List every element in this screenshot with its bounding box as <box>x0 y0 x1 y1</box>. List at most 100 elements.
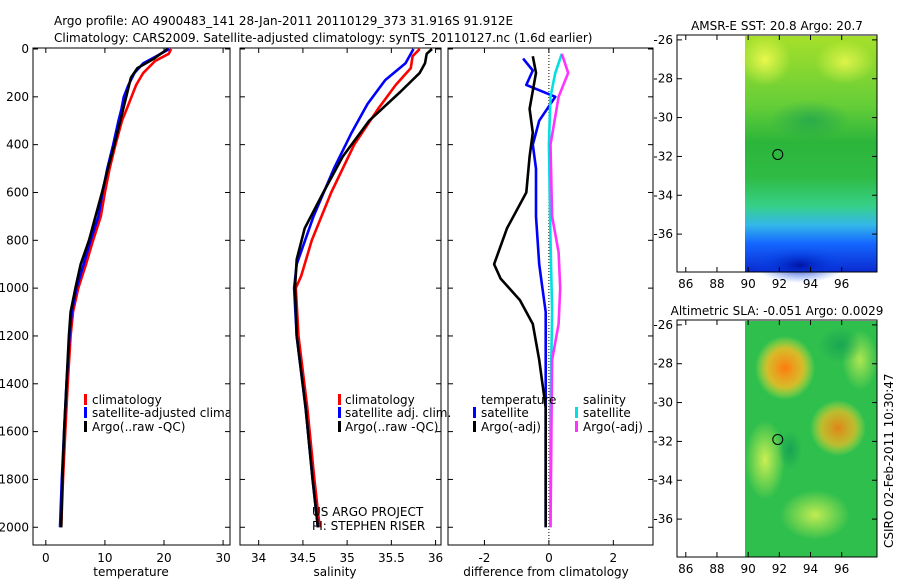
sla-map-title: Altimetric SLA: -0.051 Argo: 0.0029 <box>671 304 884 318</box>
salinity-axes-frame <box>239 47 442 546</box>
x-tick-label: 0 <box>42 551 50 565</box>
legend-clip: satellite-adjusted climatology <box>92 406 270 420</box>
sst-warm-patch <box>815 40 875 84</box>
map-x-tick-label: 96 <box>834 277 849 291</box>
legend-swatch-temp-argo <box>473 421 476 432</box>
map-y-tick-label: -26 <box>653 33 673 47</box>
pi-annotation: PI: STEPHEN RISER <box>312 519 425 533</box>
x-tick-label: 35 <box>339 551 354 565</box>
legend-label-satellite: satellite-adjusted climatology <box>92 406 270 420</box>
header-line1: Argo profile: AO 4900483_141 28-Jan-2011… <box>54 14 513 28</box>
sst-map-ticks: 86 88 90 92 94 96 -26 -28 -30 -32 -34 -36 <box>653 33 877 291</box>
depth-tick-label: 1600 <box>0 425 29 439</box>
project-annotation: US ARGO PROJECT <box>312 505 424 519</box>
temperature-series <box>58 47 173 528</box>
map-x-tick-label: 90 <box>741 277 756 291</box>
map-x-tick-label: 88 <box>709 562 724 576</box>
x-tick-label: -2 <box>478 551 490 565</box>
header-line2: Climatology: CARS2009. Satellite-adjuste… <box>54 31 592 45</box>
legend-swatch-sal-argo <box>575 421 578 432</box>
sst-cool-patch <box>770 100 850 140</box>
difference-xlabel: difference from climatology <box>463 565 629 579</box>
difference-legend: temperature salinity satellite Argo(-adj… <box>473 393 643 434</box>
legend-swatch-argo <box>338 421 341 432</box>
map-y-tick-label: -28 <box>653 72 673 86</box>
legend-label-sal-satellite: satellite <box>583 406 631 420</box>
x-tick-label: 10 <box>97 551 112 565</box>
sla-map-field <box>745 321 878 557</box>
map-y-tick-label: -32 <box>653 149 673 163</box>
depth-tick-label: 1000 <box>0 281 29 295</box>
sla-map-frame <box>676 319 878 558</box>
csiro-timestamp: CSIRO 02-Feb-2011 10:30:47 <box>882 373 896 548</box>
sst-map-field <box>739 34 877 283</box>
legend-swatch-argo <box>84 421 87 432</box>
depth-tick-label: 1800 <box>0 472 29 486</box>
depth-tick-label: 800 <box>6 233 29 247</box>
sst-map-frame <box>676 34 878 273</box>
sla-low-patch <box>778 430 802 470</box>
map-x-tick-label: 92 <box>772 562 787 576</box>
legend-label-argo: Argo(..raw -QC) <box>92 420 185 434</box>
x-tick-label: 30 <box>215 551 230 565</box>
argo-float-marker <box>772 148 784 160</box>
legend-label-climatology: climatology <box>92 393 162 407</box>
sla-high-patch <box>755 336 815 400</box>
map-x-tick-label: 96 <box>834 562 849 576</box>
series-line-argo-raw-qc- <box>59 47 169 528</box>
sla-map-ticks: 86 88 90 92 94 96 -26 -28 -30 -32 -34 -36 <box>653 318 877 576</box>
temperature-xlabel: temperature <box>93 565 168 579</box>
sst-map-title: AMSR-E SST: 20.8 Argo: 20.7 <box>691 19 863 33</box>
legend-label-sal-argo: Argo(-adj) <box>583 420 643 434</box>
difference-series <box>492 53 570 528</box>
salinity-panel: 34 34.5 35 35.5 36 salinity climatology sate… <box>239 47 451 579</box>
legend-label-argo: Argo(..raw -QC) <box>345 420 438 434</box>
map-y-tick-label: -36 <box>653 512 673 526</box>
sla-map-panel: Altimetric SLA: -0.051 Argo: 0.0029 86 88… <box>653 304 883 576</box>
legend-label-temp-satellite: satellite <box>481 406 529 420</box>
map-y-tick-label: -26 <box>653 318 673 332</box>
salinity-series <box>292 48 433 528</box>
legend-swatch-sal-satellite <box>575 407 578 418</box>
salinity-x-ticks: 34 34.5 35 35.5 36 <box>251 48 443 565</box>
legend-label-satellite: satellite adj. clim. <box>345 406 451 420</box>
x-tick-label: 34 <box>251 551 266 565</box>
sst-cold-patch <box>755 247 845 283</box>
map-y-tick-label: -36 <box>653 227 673 241</box>
map-y-tick-label: -28 <box>653 357 673 371</box>
difference-axes-frame <box>447 47 654 546</box>
map-y-tick-label: -32 <box>653 434 673 448</box>
x-tick-label: 0 <box>545 551 553 565</box>
temperature-legend: climatology satellite-adjusted climatolo… <box>84 393 270 434</box>
depth-tick-label: 600 <box>6 185 29 199</box>
sla-low-patch <box>818 327 862 363</box>
sst-warm-patch <box>739 34 791 86</box>
sla-warm-patch <box>745 420 785 500</box>
map-y-tick-label: -30 <box>653 396 673 410</box>
sst-map-panel: AMSR-E SST: 20.8 Argo: 20.7 86 88 90 92 94 96… <box>653 19 878 291</box>
salinity-xlabel: salinity <box>313 565 356 579</box>
legend-swatch-satellite <box>84 407 87 418</box>
depth-tick-label: 400 <box>6 138 29 152</box>
map-y-tick-label: -34 <box>653 188 673 202</box>
depth-tick-label: 200 <box>6 90 29 104</box>
x-tick-label: 35.5 <box>378 551 405 565</box>
legend-title-salinity: salinity <box>583 393 626 407</box>
legend-swatch-climatology <box>338 394 341 405</box>
difference-panel: -2 0 2 difference from climatology tempera… <box>447 47 654 579</box>
map-y-tick-label: -34 <box>653 473 673 487</box>
series-line-temperature-argo-adj- <box>492 55 548 528</box>
sla-high-patch <box>810 400 866 456</box>
map-x-tick-label: 94 <box>803 562 818 576</box>
x-tick-label: 2 <box>610 551 618 565</box>
depth-tick-label: 1400 <box>0 377 29 391</box>
legend-label-temp-argo: Argo(-adj) <box>481 420 541 434</box>
map-x-tick-label: 94 <box>803 277 818 291</box>
x-tick-label: 36 <box>428 551 443 565</box>
depth-tick-label: 0 <box>21 42 29 56</box>
series-line-argo-raw-qc- <box>293 48 433 528</box>
map-y-tick-label: -30 <box>653 111 673 125</box>
map-x-tick-label: 86 <box>678 277 693 291</box>
